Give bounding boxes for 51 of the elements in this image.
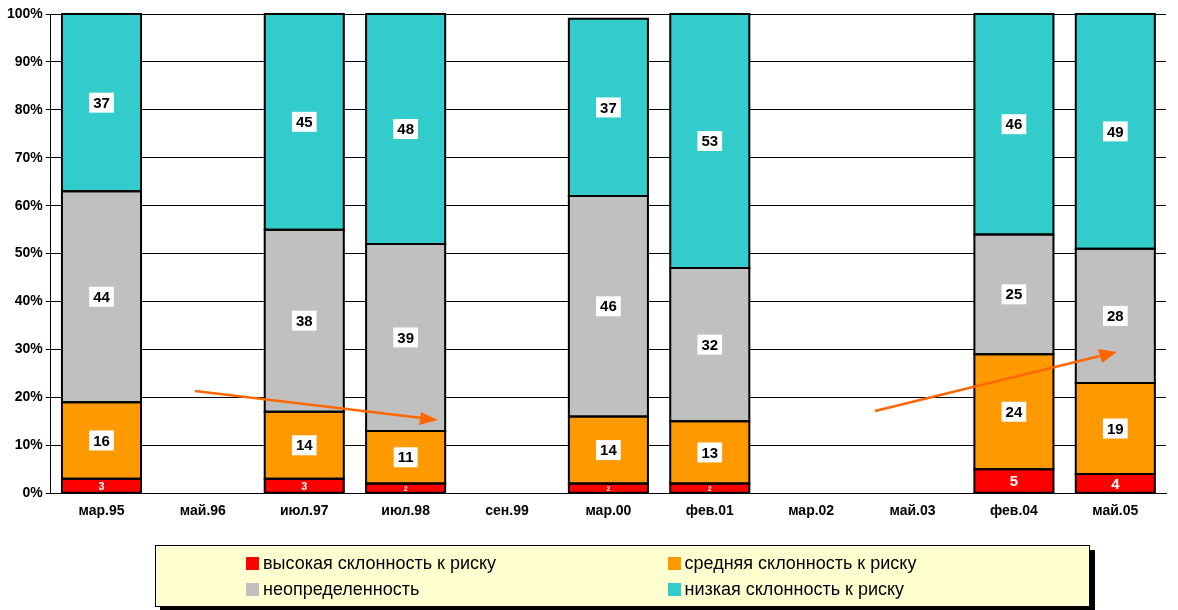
legend-label: средняя склонность к риску bbox=[684, 552, 917, 574]
y-tick-label: 0% bbox=[22, 484, 44, 501]
y-tick-label: 90% bbox=[14, 52, 44, 69]
y-tick-label: 60% bbox=[14, 196, 44, 213]
x-tick-label: мар.02 bbox=[788, 502, 835, 519]
data-label: 28 bbox=[1106, 307, 1124, 325]
data-label: 53 bbox=[701, 132, 719, 150]
x-tick-label: май.03 bbox=[889, 502, 936, 519]
x-tick-label: фев.01 bbox=[685, 502, 734, 519]
y-tick-label: 70% bbox=[14, 148, 44, 165]
data-label: 25 bbox=[1005, 285, 1023, 303]
x-tick-label: июл.98 bbox=[381, 502, 431, 519]
data-label: 16 bbox=[93, 431, 110, 449]
data-label: 11 bbox=[397, 448, 414, 466]
x-tick-label: мар.95 bbox=[78, 502, 125, 519]
legend-label: высокая склонность к риску bbox=[263, 552, 497, 574]
data-label: 49 bbox=[1106, 122, 1124, 140]
data-label: 3 bbox=[98, 479, 105, 492]
legend-label: низкая склонность к риску bbox=[684, 578, 905, 600]
x-tick-label: май.05 bbox=[1092, 502, 1139, 519]
y-tick-label: 50% bbox=[14, 244, 44, 261]
data-label: 48 bbox=[397, 120, 414, 138]
data-label: 4 bbox=[1111, 474, 1121, 492]
data-label: 5 bbox=[1009, 472, 1019, 490]
data-label: 24 bbox=[1005, 402, 1023, 420]
x-tick-label: мар.00 bbox=[585, 502, 632, 519]
y-tick-label: 80% bbox=[14, 100, 44, 117]
data-label: 44 bbox=[93, 287, 111, 305]
data-label: 37 bbox=[93, 93, 110, 111]
x-tick-label: май.96 bbox=[179, 502, 227, 519]
data-label: 14 bbox=[600, 441, 618, 459]
x-tick-label: июл.97 bbox=[279, 502, 329, 519]
y-tick-label: 20% bbox=[14, 388, 44, 405]
data-label: 38 bbox=[295, 311, 313, 329]
data-label: 3 bbox=[301, 479, 308, 492]
data-label: 46 bbox=[600, 297, 617, 315]
y-tick-label: 40% bbox=[14, 292, 44, 309]
x-tick-label: сен.99 bbox=[485, 502, 529, 519]
data-label: 37 bbox=[600, 98, 617, 116]
data-label: 46 bbox=[1005, 115, 1023, 133]
y-tick-label: 10% bbox=[14, 436, 44, 453]
data-label: 32 bbox=[701, 335, 719, 353]
data-label: 39 bbox=[397, 328, 414, 346]
y-tick-label: 100% bbox=[6, 4, 44, 21]
data-label: 14 bbox=[295, 436, 314, 454]
x-tick-label: фев.04 bbox=[989, 502, 1039, 519]
legend-label: неопределенность bbox=[263, 578, 420, 600]
data-label: 19 bbox=[1106, 419, 1124, 437]
data-label: 45 bbox=[295, 112, 313, 130]
data-label: 13 bbox=[701, 443, 719, 461]
y-tick-label: 30% bbox=[14, 340, 44, 357]
